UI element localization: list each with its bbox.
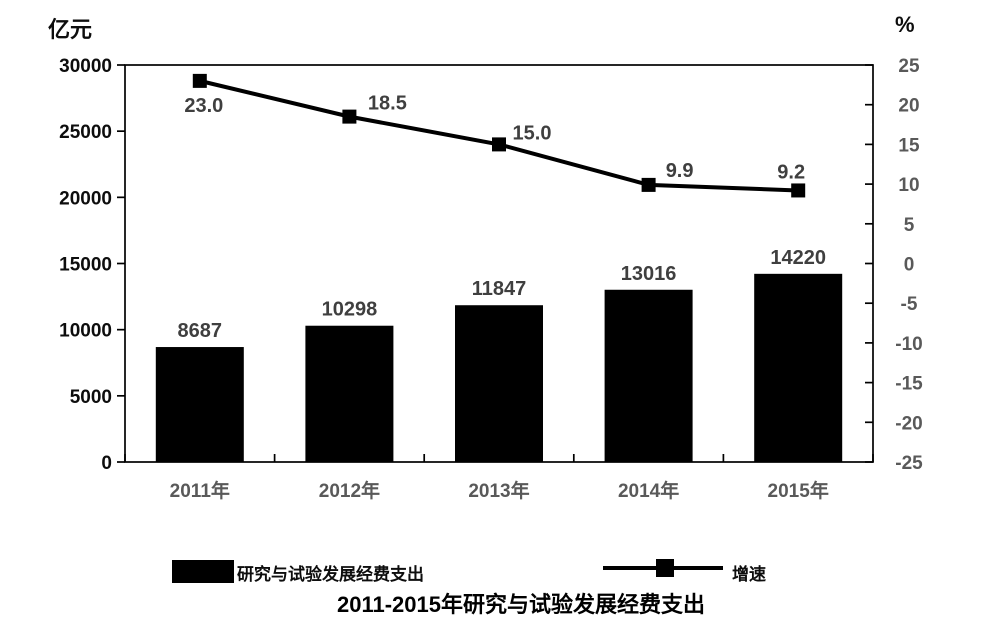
y-axis-left-tick-label: 15000	[59, 255, 112, 276]
legend-bar-label: 研究与试验发展经费支出	[237, 565, 424, 584]
y-axis-left-tick-label: 25000	[59, 122, 112, 143]
line-point-marker	[641, 177, 656, 192]
bar	[754, 273, 843, 462]
y-axis-left-tick-label: 20000	[59, 188, 112, 209]
line-point-marker	[492, 137, 506, 152]
chart-title: 2011-2015年研究与试验发展经费支出	[337, 592, 705, 617]
y-axis-right-tick-label: 5	[904, 215, 915, 236]
line-value-label: 23.0	[184, 95, 223, 117]
legend-bar-swatch-icon	[172, 560, 234, 583]
right-axis-unit-label: %	[895, 12, 915, 37]
line-value-label: 18.5	[368, 93, 407, 115]
y-axis-right-tick-label: -10	[895, 334, 922, 355]
line-point-marker	[192, 73, 207, 88]
line-point-marker	[342, 109, 357, 124]
x-axis-category-label: 2014年	[618, 479, 679, 502]
y-axis-right-tick-label: 25	[898, 56, 920, 77]
y-axis-right-tick-label: 0	[904, 255, 915, 276]
y-axis-right-tick-label: -15	[895, 374, 923, 395]
y-axis-left-tick-label: 5000	[70, 387, 112, 408]
x-axis-category-label: 2015年	[768, 479, 829, 502]
x-axis-category-label: 2012年	[319, 479, 380, 502]
left-axis-unit-label: 亿元	[48, 17, 93, 42]
y-axis-right-tick-label: -20	[895, 413, 922, 434]
y-axis-right-tick-label: 10	[898, 175, 919, 196]
bar-value-label: 10298	[322, 299, 378, 321]
y-axis-right-tick-label: 15	[898, 135, 920, 156]
y-axis-right-tick-label: -5	[901, 294, 918, 315]
y-axis-right-tick-label: -25	[895, 453, 923, 474]
line-value-label: 9.2	[777, 161, 805, 183]
legend-line-label: 增速	[732, 565, 766, 584]
bar-value-label: 13016	[621, 263, 677, 285]
line-value-label: 9.9	[666, 160, 694, 182]
bar	[455, 305, 543, 462]
line-value-label: 15.0	[513, 122, 552, 144]
plot-area: 30000 25000 20000 15000 10000 5000 0 25 20 15 10 5 0…	[59, 56, 923, 502]
bar	[305, 325, 394, 462]
bar-value-label: 14220	[770, 247, 826, 269]
line-point-marker	[791, 183, 806, 198]
growth-line	[199, 78, 799, 193]
x-axis-category-label: 2011年	[170, 479, 230, 502]
bar-value-label: 11847	[472, 278, 527, 300]
bar	[604, 289, 693, 462]
bar-value-label: 8687	[178, 320, 223, 342]
bar	[155, 347, 244, 462]
y-axis-right-tick-label: 20	[898, 96, 919, 117]
x-axis-category-label: 2013年	[468, 479, 529, 502]
y-axis-left-tick-label: 30000	[59, 56, 112, 77]
legend-line-marker-icon	[656, 559, 674, 577]
y-axis-left-tick-label: 0	[101, 453, 112, 474]
y-axis-left-tick-label: 10000	[59, 321, 112, 342]
